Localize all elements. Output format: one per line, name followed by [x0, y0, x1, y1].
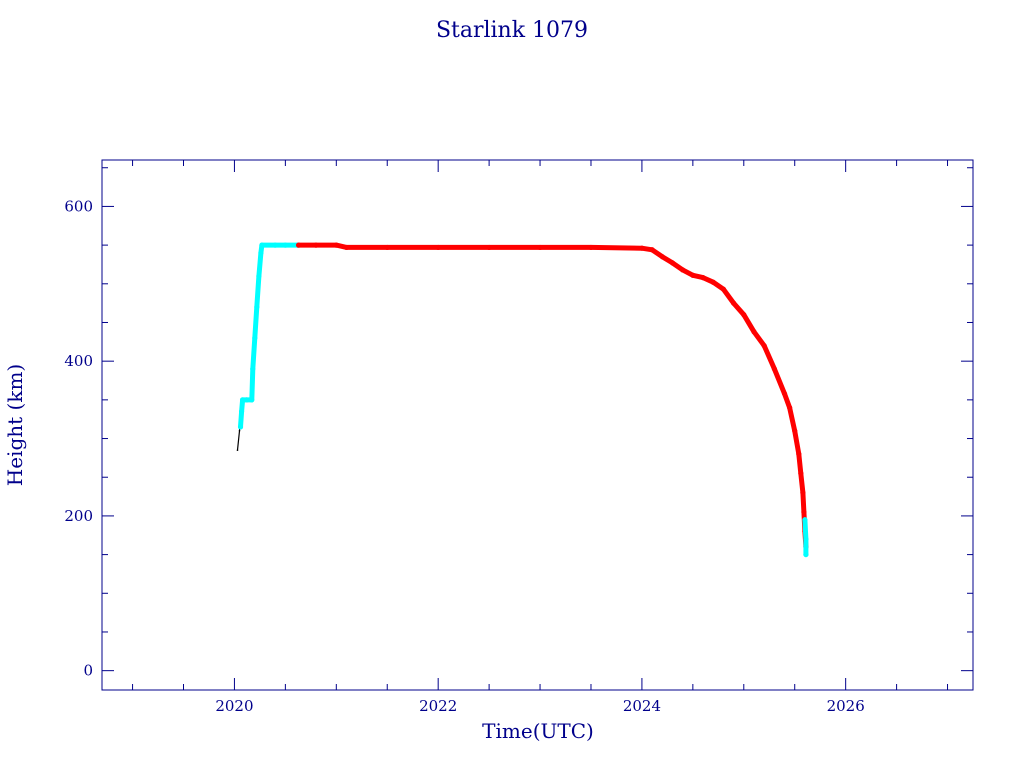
data-point: [741, 312, 747, 318]
data-point: [659, 254, 665, 260]
data-point: [238, 430, 241, 432]
data-point: [680, 267, 686, 273]
data-point: [798, 470, 804, 476]
data-point: [800, 490, 806, 496]
data-point: [588, 244, 594, 251]
data-point: [254, 304, 260, 310]
y-tick-label: 200: [64, 507, 93, 525]
data-point: [272, 242, 278, 248]
data-point: [486, 244, 492, 251]
data-point: [537, 244, 543, 251]
data-point: [252, 335, 258, 341]
data-point: [649, 247, 655, 253]
data-point: [801, 509, 807, 515]
data-point: [296, 242, 302, 248]
series-line-2: [296, 242, 809, 550]
data-point: [249, 397, 255, 403]
data-point: [343, 244, 350, 251]
data-point: [259, 242, 265, 248]
x-tick-label: 2024: [623, 697, 661, 715]
data-point: [751, 329, 757, 335]
data-point: [236, 449, 239, 451]
data-point: [781, 391, 788, 397]
y-tick-label: 0: [83, 662, 93, 680]
x-tick-label: 2020: [215, 697, 253, 715]
plot-frame: [101, 159, 974, 691]
data-point: [771, 366, 777, 372]
ticks-layer: 2020 2022 2024 2026 0 200 400 600: [64, 160, 973, 715]
data-point: [244, 397, 250, 403]
data-point: [238, 408, 245, 415]
data-point: [761, 343, 767, 349]
data-point: [282, 242, 288, 248]
chart-title: Starlink 1079: [436, 18, 588, 43]
data-point: [258, 250, 264, 256]
data-point: [313, 242, 319, 248]
data-point: [731, 300, 737, 306]
x-axis-label: Time(UTC): [482, 719, 594, 743]
y-tick-label: 600: [64, 197, 93, 215]
data-point: [700, 275, 706, 281]
data-point: [256, 273, 262, 279]
data-point: [384, 244, 390, 251]
x-tick-label: 2026: [827, 697, 865, 715]
data-point: [710, 279, 716, 285]
data-point: [639, 245, 645, 251]
y-tick-label: 400: [64, 352, 93, 370]
data-point: [720, 286, 727, 292]
data-point: [669, 260, 676, 266]
data-point: [239, 397, 246, 403]
data-point: [796, 451, 802, 457]
data-point: [237, 424, 244, 430]
data-point: [802, 517, 808, 523]
series-layer: [236, 242, 809, 558]
data-point: [803, 536, 809, 542]
data-point: [787, 404, 793, 411]
data-point: [690, 272, 696, 278]
data-point: [250, 366, 256, 372]
data-point: [333, 242, 339, 248]
data-point: [803, 551, 809, 558]
data-point: [435, 244, 441, 251]
x-tick-label: 2022: [419, 697, 457, 715]
y-axis-label: Height (km): [3, 364, 27, 486]
data-point: [792, 428, 798, 434]
